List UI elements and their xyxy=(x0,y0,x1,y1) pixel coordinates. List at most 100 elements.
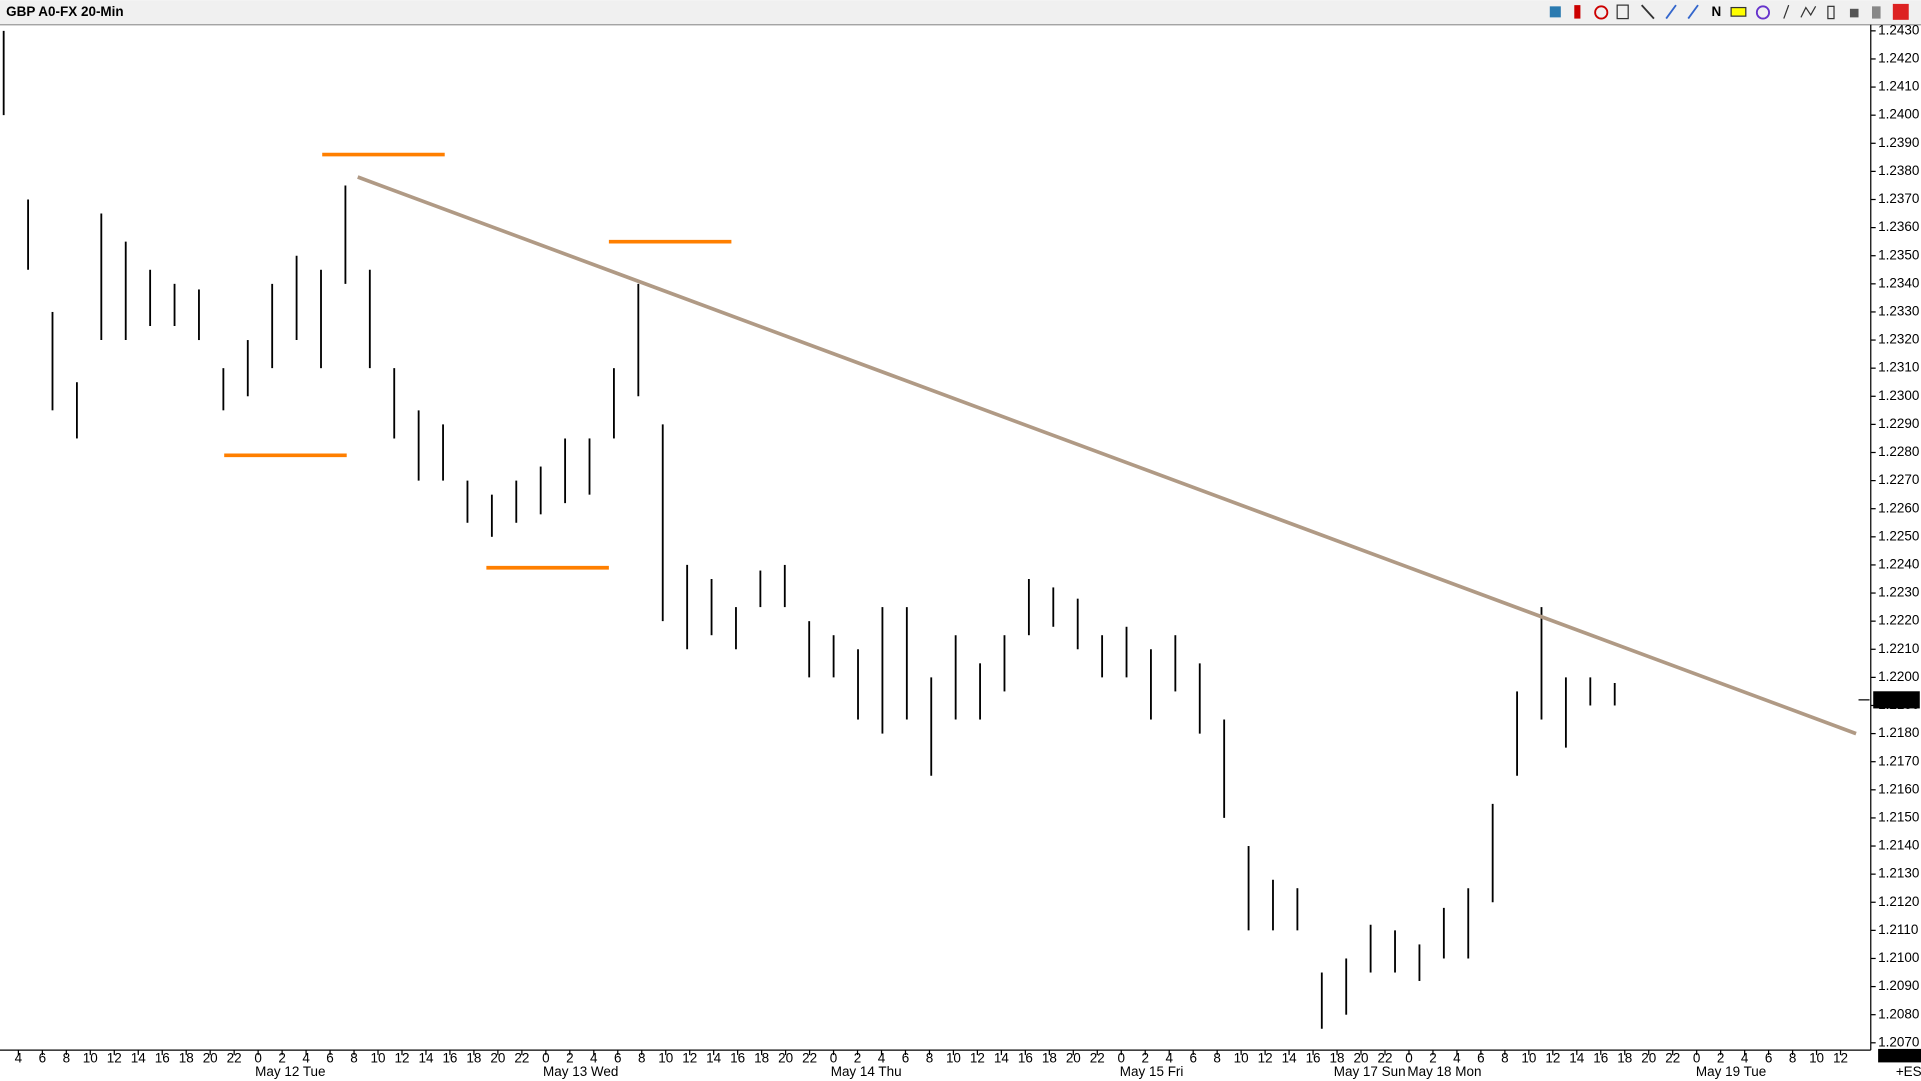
y-tick-label: 1.2070 xyxy=(1878,1034,1919,1049)
icon[interactable] xyxy=(1849,8,1859,18)
last-price-box xyxy=(1873,691,1920,709)
y-tick-label: 1.2400 xyxy=(1878,107,1919,122)
x-tick-label: 2 xyxy=(278,1050,286,1065)
x-tick-label: 10 xyxy=(1809,1050,1824,1065)
x-tick-label: 10 xyxy=(1521,1050,1536,1065)
x-tick-label: 4 xyxy=(590,1050,598,1065)
x-tick-label: 6 xyxy=(326,1050,334,1065)
y-tick-label: 1.2360 xyxy=(1878,219,1919,234)
x-tick-label: 22 xyxy=(1665,1050,1680,1065)
x-tick-label: 16 xyxy=(442,1050,457,1065)
y-tick-label: 1.2320 xyxy=(1878,332,1919,347)
x-tick-label: 18 xyxy=(1330,1050,1345,1065)
x-tick-label: 12 xyxy=(1258,1050,1273,1065)
day-label: May 12 Tue xyxy=(255,1064,325,1079)
y-tick-label: 1.2180 xyxy=(1878,725,1919,740)
x-tick-label: 22 xyxy=(227,1050,242,1065)
day-label: May 14 Thu xyxy=(831,1064,902,1079)
x-tick-label: 14 xyxy=(1569,1050,1584,1065)
x-tick-label: 18 xyxy=(754,1050,769,1065)
y-tick-label: 1.2170 xyxy=(1878,753,1919,768)
y-tick-label: 1.2230 xyxy=(1878,585,1919,600)
y-tick-label: 1.2390 xyxy=(1878,135,1919,150)
y-tick-label: 1.2080 xyxy=(1878,1006,1919,1021)
icon[interactable] xyxy=(1640,4,1655,20)
day-label: May 17 Sun xyxy=(1334,1064,1406,1079)
y-tick-label: 1.2100 xyxy=(1878,950,1919,965)
toolbar-icons[interactable]: N xyxy=(1549,3,1909,20)
y-tick-label: 1.2160 xyxy=(1878,781,1919,796)
x-tick-label: 22 xyxy=(1378,1050,1393,1065)
y-tick-label: 1.2380 xyxy=(1878,163,1919,178)
x-tick-label: 6 xyxy=(1189,1050,1197,1065)
icon[interactable] xyxy=(1616,4,1629,20)
x-tick-label: 14 xyxy=(418,1050,433,1065)
x-tick-label: 10 xyxy=(1234,1050,1249,1065)
x-tick-label: 8 xyxy=(350,1050,358,1065)
day-label: May 13 Wed xyxy=(543,1064,618,1079)
icon[interactable] xyxy=(1827,5,1835,20)
x-tick-label: 4 xyxy=(1741,1050,1749,1065)
x-tick-label: 4 xyxy=(15,1050,23,1065)
x-tick-label: 16 xyxy=(1018,1050,1033,1065)
x-tick-label: 18 xyxy=(1617,1050,1632,1065)
x-tick-label: 16 xyxy=(155,1050,170,1065)
x-tick-label: 12 xyxy=(394,1050,409,1065)
x-tick-label: 0 xyxy=(254,1050,262,1065)
x-tick-label: 8 xyxy=(1501,1050,1509,1065)
x-tick-label: 8 xyxy=(638,1050,646,1065)
x-tick-label: 16 xyxy=(1306,1050,1321,1065)
x-tick-label: 4 xyxy=(1453,1050,1461,1065)
x-tick-label: 20 xyxy=(203,1050,218,1065)
x-tick-label: 10 xyxy=(83,1050,98,1065)
x-tick-label: 6 xyxy=(902,1050,910,1065)
x-tick-label: 12 xyxy=(1545,1050,1560,1065)
x-tick-label: 20 xyxy=(1354,1050,1369,1065)
icon[interactable] xyxy=(1755,5,1771,20)
toolbar xyxy=(0,0,1921,25)
y-tick-label: 1.2420 xyxy=(1878,51,1919,66)
y-tick-label: 1.2140 xyxy=(1878,838,1919,853)
y-tick-label: 1.2260 xyxy=(1878,500,1919,515)
icon[interactable] xyxy=(1730,6,1747,17)
icon[interactable] xyxy=(1783,4,1790,19)
x-tick-label: 14 xyxy=(994,1050,1009,1065)
day-label: May 19 Tue xyxy=(1696,1064,1766,1079)
x-tick-label: 12 xyxy=(107,1050,122,1065)
x-tick-label: 0 xyxy=(542,1050,550,1065)
y-tick-label: 1.2090 xyxy=(1878,978,1919,993)
close-button[interactable] xyxy=(1892,3,1909,20)
x-tick-label: 6 xyxy=(1477,1050,1485,1065)
icon[interactable] xyxy=(1871,6,1881,19)
y-tick-label: 1.2290 xyxy=(1878,416,1919,431)
icon[interactable]: N xyxy=(1712,4,1722,19)
x-tick-label: 20 xyxy=(1641,1050,1656,1065)
x-tick-label: 10 xyxy=(371,1050,386,1065)
x-tick-label: 4 xyxy=(302,1050,310,1065)
x-tick-label: 18 xyxy=(466,1050,481,1065)
x-tick-label: 12 xyxy=(1833,1050,1848,1065)
y-tick-label: 1.2120 xyxy=(1878,894,1919,909)
trendline xyxy=(357,175,1857,736)
x-tick-label: 4 xyxy=(1165,1050,1173,1065)
y-tick-label: 1.2130 xyxy=(1878,866,1919,881)
corner-label: +ES xyxy=(1896,1064,1921,1079)
icon[interactable] xyxy=(1574,5,1581,19)
x-tick-label: 0 xyxy=(1405,1050,1413,1065)
icon[interactable] xyxy=(1594,5,1609,20)
y-tick-label: 1.2310 xyxy=(1878,360,1919,375)
y-tick-label: 1.2270 xyxy=(1878,472,1919,487)
y-tick-label: 1.2350 xyxy=(1878,247,1919,262)
icon[interactable] xyxy=(1665,4,1677,20)
icon[interactable] xyxy=(1800,6,1817,18)
x-tick-label: 0 xyxy=(1118,1050,1126,1065)
y-tick-label: 1.2210 xyxy=(1878,641,1919,656)
x-tick-label: 22 xyxy=(1090,1050,1105,1065)
x-tick-label: 2 xyxy=(854,1050,862,1065)
y-tick-label: 1.2370 xyxy=(1878,191,1919,206)
icon[interactable] xyxy=(1549,6,1561,18)
y-tick-label: 1.2300 xyxy=(1878,388,1919,403)
icon[interactable] xyxy=(1687,4,1699,20)
